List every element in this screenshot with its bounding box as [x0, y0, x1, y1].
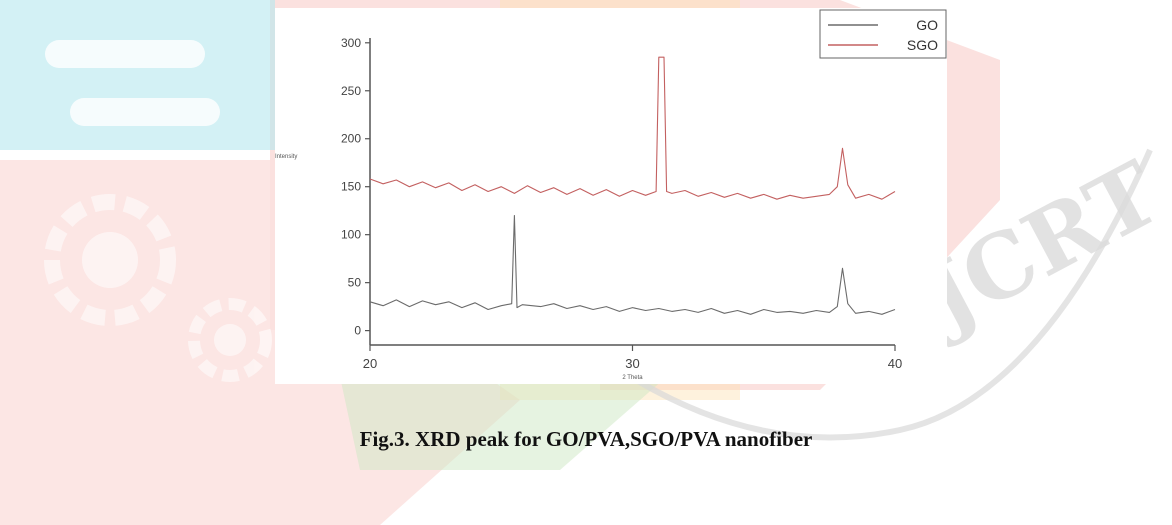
gear-icon	[188, 298, 272, 382]
y-tick-label: 150	[341, 180, 361, 194]
x-tick-label: 30	[625, 356, 639, 371]
y-tick-label: 250	[341, 84, 361, 98]
gear-icon	[44, 194, 176, 326]
y-tick-label: 300	[341, 36, 361, 50]
y-tick-label: 200	[341, 132, 361, 146]
chart-panel: 0 50 100 150 200 250 300 20 30 40 2 Theta Intensity…	[275, 8, 947, 384]
y-tick-label: 100	[341, 228, 361, 242]
x-axis-label: 2 Theta	[622, 375, 643, 381]
series-line-sgo	[369, 56, 896, 200]
legend-label-sgo: SGO	[907, 37, 938, 53]
legend-box	[819, 9, 947, 59]
x-tick-label: 40	[888, 356, 902, 371]
legend-label-go: GO	[916, 17, 938, 33]
watermark-white-bar	[45, 40, 205, 68]
series-line-go	[369, 214, 896, 315]
xrd-chart: 0 50 100 150 200 250 300 20 30 40 2 Theta Intensity…	[275, 9, 947, 381]
figure-caption: Fig.3. XRD peak for GO/PVA,SGO/PVA nanof…	[359, 427, 813, 451]
watermark-swoosh	[618, 148, 1153, 441]
y-tick-label: 0	[354, 324, 361, 338]
y-tick-label: 50	[348, 276, 362, 290]
x-tick-label: 20	[363, 356, 377, 371]
watermark-white-bar	[70, 98, 220, 126]
watermark-cyan-block	[0, 0, 275, 150]
y-axis-label: Intensity	[275, 154, 297, 160]
